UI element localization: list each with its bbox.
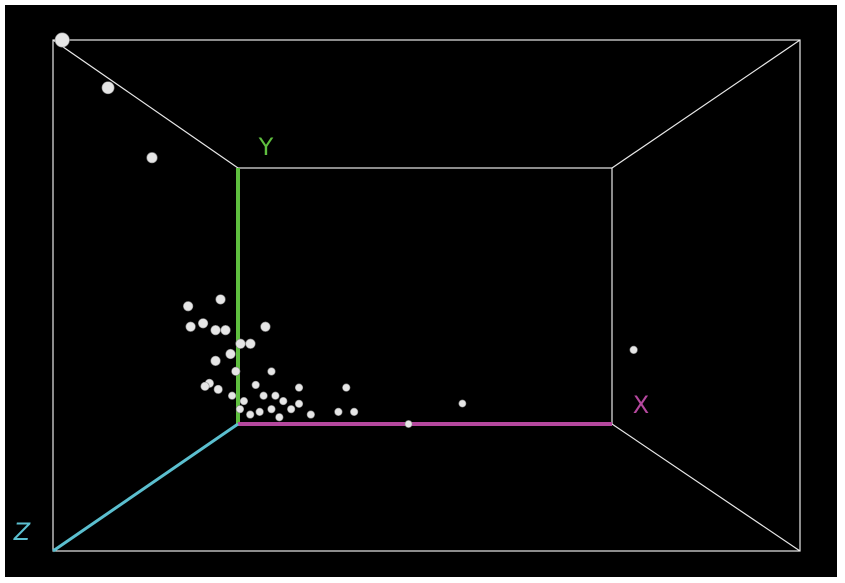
point bbox=[342, 383, 351, 392]
point bbox=[404, 420, 413, 428]
point bbox=[231, 366, 241, 376]
point bbox=[146, 152, 158, 164]
point bbox=[245, 338, 256, 349]
point bbox=[287, 405, 296, 414]
point bbox=[279, 397, 288, 406]
point bbox=[251, 380, 260, 390]
point bbox=[213, 384, 223, 394]
point bbox=[183, 301, 194, 312]
point bbox=[185, 321, 196, 332]
point bbox=[267, 367, 276, 376]
z-axis bbox=[52, 422, 239, 553]
point bbox=[294, 399, 304, 408]
y-axis-label: Y bbox=[258, 133, 274, 161]
point bbox=[239, 397, 248, 406]
box-edge bbox=[611, 423, 801, 552]
point bbox=[210, 325, 221, 336]
point bbox=[334, 407, 343, 416]
point bbox=[197, 318, 209, 329]
front-face bbox=[52, 39, 801, 552]
point bbox=[259, 391, 268, 400]
point bbox=[225, 348, 236, 360]
point bbox=[350, 407, 359, 416]
point bbox=[458, 399, 467, 408]
point bbox=[200, 381, 210, 391]
point bbox=[210, 355, 221, 366]
point bbox=[54, 32, 70, 48]
point bbox=[267, 405, 276, 414]
box-edge bbox=[611, 39, 801, 169]
points bbox=[54, 32, 638, 428]
point bbox=[255, 407, 264, 416]
point bbox=[215, 294, 226, 305]
point bbox=[629, 345, 638, 354]
point bbox=[235, 338, 246, 349]
point bbox=[306, 410, 315, 419]
point bbox=[235, 405, 245, 414]
point bbox=[228, 391, 237, 400]
point bbox=[101, 81, 115, 95]
point bbox=[260, 321, 271, 332]
point bbox=[275, 413, 284, 422]
point bbox=[271, 391, 280, 400]
point bbox=[246, 410, 255, 419]
x-axis-label: X bbox=[633, 391, 649, 419]
point bbox=[220, 325, 231, 336]
box-edge bbox=[52, 39, 239, 169]
z-axis-label: Z bbox=[13, 518, 31, 546]
point bbox=[294, 383, 304, 392]
